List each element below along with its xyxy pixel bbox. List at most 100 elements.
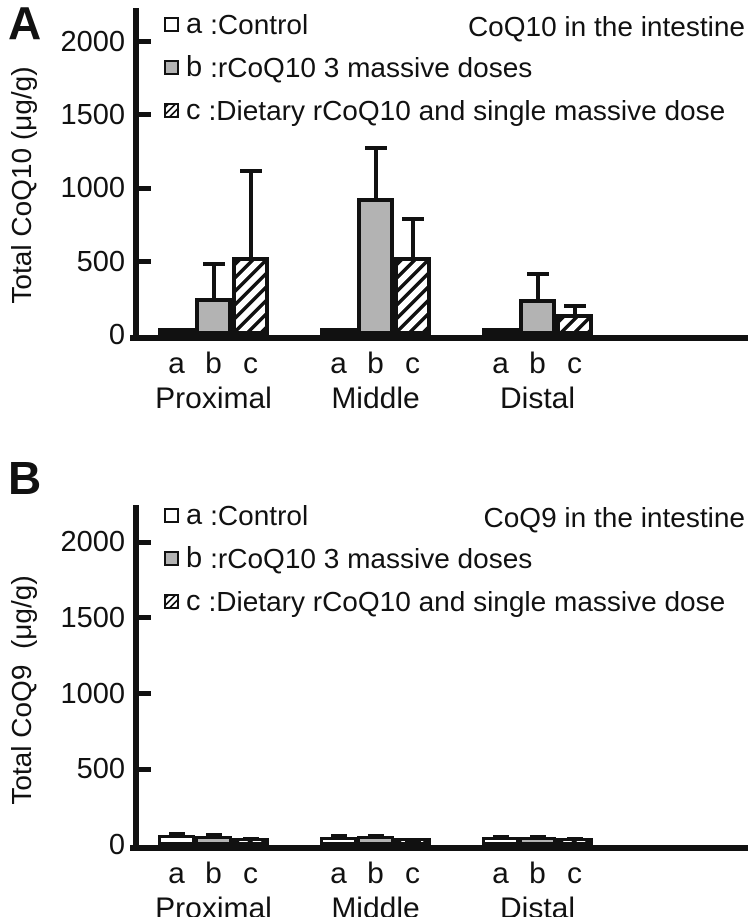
error-bar-cap-c-distal [563, 304, 586, 309]
bar-b-middle [357, 836, 394, 845]
error-bar-cap-a-proximal [168, 832, 185, 836]
tick-label-1000: 1000 [60, 677, 125, 710]
bar-a-middle [320, 328, 357, 336]
legend-label: :rCoQ10 3 massive doses [210, 542, 533, 574]
legend-key: a [186, 499, 203, 531]
bar-c-distal [556, 314, 593, 335]
tick-label-0: 0 [108, 319, 125, 351]
tick-mark [139, 691, 151, 696]
error-bar-cap-c-middle [404, 838, 421, 842]
error-bar-stem-b-distal [535, 271, 540, 300]
tick-label-500: 500 [76, 245, 125, 278]
panel-label-a: A [8, 0, 42, 49]
panel-B: B Total CoQ9 (μg/g) CoQ9 in the intestin… [0, 455, 750, 917]
x-tick-label-c-distal: c [567, 857, 582, 890]
x-tick-label-b-proximal: b [205, 347, 222, 380]
error-bar-cap-b-distal [529, 835, 546, 839]
x-tick-label-c-middle: c [405, 857, 420, 890]
plot-area-coq9: 0 500 1000 1500 2000 a b c Proximal a b c Middle a b c D… [0, 455, 750, 917]
legend-key: c [186, 585, 201, 617]
tick-label-1500: 1500 [60, 601, 125, 634]
legend-item-control: a :Control [164, 499, 725, 531]
x-tick-label-a-proximal: a [168, 857, 185, 890]
tick-label-2000: 2000 [60, 25, 125, 58]
group-label-middle: Middle [331, 892, 420, 917]
error-bar-cap-c-middle [401, 216, 424, 221]
legend-item-dietary-single-dose: c :Dietary rCoQ10 and single massive dos… [164, 94, 726, 126]
x-tick-label-a-middle: a [330, 857, 347, 890]
legend-key: b [186, 542, 203, 574]
chart-title: CoQ9 in the intestine [483, 502, 746, 533]
tick-mark [139, 766, 151, 772]
x-tick-label-c-distal: c [567, 347, 582, 380]
bar-c-middle [394, 256, 431, 335]
legend-item-control: a :Control [164, 8, 725, 40]
tick-mark [139, 39, 151, 45]
x-axis-line [130, 845, 748, 851]
error-bar-stem-b-middle [373, 146, 378, 198]
error-bar-cap-b-distal [526, 271, 549, 276]
legend-label: :Control [210, 499, 309, 531]
bar-c-proximal [232, 257, 269, 335]
tick-label-0: 0 [108, 829, 125, 861]
legend: a :Control b :rCoQ10 3 massive doses c :… [164, 499, 725, 630]
error-bar-cap-a-middle [330, 834, 347, 838]
bar-b-proximal [195, 298, 232, 335]
x-tick-label-a-distal: a [492, 347, 509, 380]
group-label-middle: Middle [331, 382, 420, 415]
tick-mark [139, 539, 151, 545]
legend-key: a [186, 8, 203, 40]
x-tick-label-b-distal: b [529, 347, 546, 380]
hatched-bar-swatch-icon [164, 103, 179, 118]
error-bar-cap-c-proximal [239, 169, 262, 174]
error-bar-stem-c-distal [572, 304, 577, 315]
legend-label: :rCoQ10 3 massive doses [210, 51, 533, 83]
legend-key: c [186, 94, 201, 126]
panel-A: A Total CoQ10 (μg/g) CoQ10 in the intest… [0, 0, 750, 455]
error-bar-stem-b-proximal [211, 261, 216, 299]
error-bar-cap-a-distal [492, 835, 509, 839]
chart-title: CoQ10 in the intestine [467, 11, 745, 42]
legend-item-3-massive-doses: b :rCoQ10 3 massive doses [164, 51, 725, 83]
tick-label-500: 500 [76, 753, 125, 786]
y-axis-line [133, 505, 139, 851]
group-label-proximal: Proximal [155, 892, 272, 917]
bar-b-proximal [195, 835, 232, 845]
error-bar-cap-b-middle [364, 146, 387, 151]
y-axis-line [133, 8, 139, 341]
bar-a-distal [482, 328, 519, 336]
gray-bar-swatch-icon [164, 551, 179, 566]
legend: a :Control b :rCoQ10 3 massive doses c :… [164, 8, 726, 139]
tick-label-1000: 1000 [60, 172, 125, 205]
legend-label: :Dietary rCoQ10 and single massive dose [208, 94, 726, 126]
bar-a-middle [320, 837, 357, 845]
error-bar-cap-b-proximal [202, 261, 225, 266]
group-label-distal: Distal [499, 892, 575, 917]
bar-b-distal [519, 299, 556, 335]
x-tick-label-a-middle: a [330, 347, 347, 380]
x-tick-label-b-distal: b [529, 857, 546, 890]
plot-area-coq10: 0 500 1000 1500 2000 a b c Proximal a b c Middle a b c D… [0, 0, 750, 455]
x-tick-label-c-middle: c [405, 347, 420, 380]
tick-mark [139, 259, 151, 265]
legend-label: :Control [210, 8, 309, 40]
group-label-distal: Distal [499, 382, 575, 415]
bar-a-proximal [158, 835, 195, 845]
error-bar-stem-c-middle [410, 216, 415, 257]
x-tick-label-b-proximal: b [205, 857, 222, 890]
bar-a-proximal [158, 328, 195, 336]
gray-bar-swatch-icon [164, 60, 179, 75]
hatched-bar-swatch-icon [164, 594, 179, 609]
group-label-proximal: Proximal [155, 382, 272, 415]
tick-label-2000: 2000 [60, 526, 125, 558]
tick-mark [139, 112, 151, 118]
error-bar-cap-c-proximal [242, 837, 259, 841]
legend-item-dietary-single-dose: c :Dietary rCoQ10 and single massive dos… [164, 585, 725, 617]
legend-key: b [186, 51, 203, 83]
error-bar-stem-c-proximal [248, 169, 253, 258]
panel-label-b: B [8, 452, 42, 504]
tick-mark [139, 615, 151, 621]
error-bar-cap-b-middle [367, 833, 384, 838]
error-bar-cap-b-proximal [205, 833, 222, 837]
